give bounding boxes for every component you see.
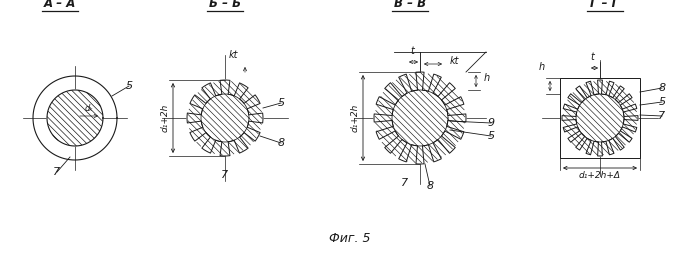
Polygon shape <box>47 90 103 146</box>
Text: Фиг. 5: Фиг. 5 <box>329 232 371 245</box>
Text: Г – Г: Г – Г <box>590 0 620 10</box>
Text: h: h <box>484 73 490 83</box>
Text: A – A: A – A <box>44 0 76 10</box>
Polygon shape <box>187 80 263 156</box>
Text: 8: 8 <box>659 83 666 93</box>
Text: t: t <box>590 52 594 62</box>
Text: 9: 9 <box>487 118 495 128</box>
Text: 7: 7 <box>401 178 409 188</box>
Text: Б – Б: Б – Б <box>209 0 241 10</box>
Text: d₁+2h+Δ: d₁+2h+Δ <box>579 171 621 180</box>
Bar <box>560 78 640 158</box>
Text: t: t <box>410 46 414 56</box>
Text: 5: 5 <box>125 81 132 91</box>
Text: B – B: B – B <box>394 0 426 10</box>
Polygon shape <box>562 80 638 156</box>
Text: 8: 8 <box>426 181 433 191</box>
Text: 7: 7 <box>221 170 229 180</box>
Text: 7: 7 <box>659 111 666 121</box>
Text: d₁+2h: d₁+2h <box>351 104 360 132</box>
Text: kt: kt <box>450 56 459 66</box>
Text: 8: 8 <box>277 138 285 148</box>
Text: dₖ: dₖ <box>85 104 94 113</box>
Text: 5: 5 <box>659 97 666 107</box>
Text: kt: kt <box>228 50 238 60</box>
Text: 7: 7 <box>53 167 61 177</box>
Text: h: h <box>539 62 545 72</box>
Text: d₁+2h: d₁+2h <box>161 104 170 132</box>
Text: 5: 5 <box>277 98 285 108</box>
Text: 5: 5 <box>487 131 495 141</box>
Polygon shape <box>374 72 466 164</box>
